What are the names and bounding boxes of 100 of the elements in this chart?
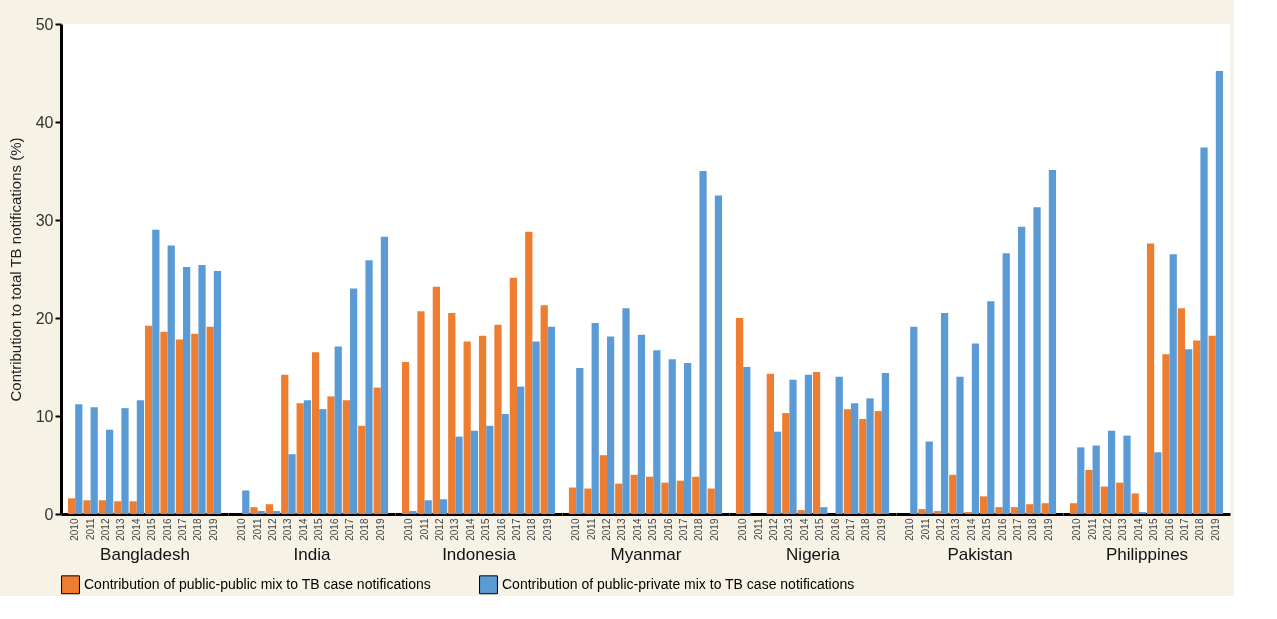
bar xyxy=(90,407,98,514)
x-tick-label: 2011 xyxy=(752,518,764,541)
bar xyxy=(265,504,273,514)
x-tick-label: 2011 xyxy=(585,518,597,541)
bar xyxy=(637,334,646,514)
x-tick-label: 2014 xyxy=(965,518,977,541)
bar xyxy=(547,326,556,514)
bar xyxy=(766,373,774,514)
bar xyxy=(789,379,797,514)
bar xyxy=(874,411,882,514)
bar xyxy=(242,490,250,514)
bar xyxy=(213,270,222,514)
bar xyxy=(1100,486,1108,514)
x-tick-label: 2013 xyxy=(282,518,294,541)
x-tick-label: 2017 xyxy=(1012,518,1024,541)
bar xyxy=(606,336,615,514)
bar xyxy=(576,367,584,514)
bar xyxy=(676,480,685,514)
bar xyxy=(175,339,184,514)
bar xyxy=(365,260,373,514)
x-tick-label: 2010 xyxy=(1071,518,1083,541)
x-tick-label: 2017 xyxy=(511,518,523,541)
bar xyxy=(303,400,312,514)
bar xyxy=(144,325,153,514)
bar xyxy=(1018,226,1026,514)
bar xyxy=(1041,503,1049,514)
bar xyxy=(1085,469,1093,514)
x-tick-label: 2019 xyxy=(875,518,887,541)
bar xyxy=(812,371,821,514)
bar xyxy=(714,195,723,514)
x-tick-label: 2016 xyxy=(996,518,1008,541)
bar xyxy=(311,352,320,514)
bar xyxy=(1162,354,1170,514)
x-tick-label: 2012 xyxy=(600,518,612,541)
x-axis-title: Myanmar xyxy=(610,544,682,564)
bar xyxy=(1026,504,1034,514)
x-tick-label: 2019 xyxy=(708,518,720,541)
bar xyxy=(417,311,425,514)
bar xyxy=(881,372,890,514)
bar xyxy=(105,429,114,514)
bar xyxy=(699,171,707,514)
bar xyxy=(933,511,941,514)
x-tick-label: 2013 xyxy=(616,518,628,541)
bar xyxy=(1215,71,1224,514)
bar xyxy=(540,305,548,514)
bar xyxy=(1123,435,1131,514)
x-axis-title: Pakistan xyxy=(947,544,1013,564)
bar xyxy=(486,425,494,514)
bar xyxy=(843,409,852,514)
bar xyxy=(622,308,630,514)
x-tick-label: 2012 xyxy=(767,518,779,541)
bar xyxy=(129,501,137,514)
bar xyxy=(1169,254,1177,514)
bar xyxy=(1193,340,1201,514)
x-tick-label: 2012 xyxy=(934,518,946,541)
x-tick-label: 2018 xyxy=(1027,518,1039,541)
x-tick-label: 2019 xyxy=(541,518,553,541)
x-axis-title: Nigeria xyxy=(786,544,841,564)
y-tick-label: 0 xyxy=(44,505,54,523)
bar xyxy=(206,326,214,514)
bar xyxy=(1116,482,1124,514)
x-tick-label: 2017 xyxy=(177,518,189,541)
bar xyxy=(692,476,700,514)
bar xyxy=(630,474,638,514)
x-tick-label: 2010 xyxy=(904,518,916,541)
bar xyxy=(910,326,918,514)
bar xyxy=(1002,253,1010,514)
bar xyxy=(114,501,122,514)
x-tick-label: 2017 xyxy=(678,518,690,541)
legend-label: Contribution of public-public mix to TB case notifications xyxy=(84,575,431,592)
y-tick-label: 50 xyxy=(35,15,54,33)
x-tick-label: 2017 xyxy=(845,518,857,541)
x-tick-label: 2019 xyxy=(1042,518,1054,541)
bar xyxy=(525,231,533,514)
bar xyxy=(478,335,487,514)
bar xyxy=(925,441,933,514)
bar xyxy=(773,431,782,514)
bar xyxy=(152,229,160,514)
x-tick-label: 2010 xyxy=(236,518,248,541)
x-tick-label: 2017 xyxy=(344,518,356,541)
bar xyxy=(350,288,358,514)
bar xyxy=(448,313,456,514)
x-tick-label: 2014 xyxy=(631,518,643,541)
bar xyxy=(191,333,199,514)
bar xyxy=(599,455,607,514)
bar xyxy=(859,418,867,514)
x-tick-label: 2016 xyxy=(662,518,674,541)
x-tick-label: 2013 xyxy=(115,518,127,541)
bar xyxy=(121,408,129,514)
bar xyxy=(67,498,76,514)
x-tick-label: 2014 xyxy=(297,518,309,541)
x-tick-label: 2019 xyxy=(207,518,219,541)
bar xyxy=(1177,308,1186,514)
bar xyxy=(501,414,509,514)
x-tick-label: 2017 xyxy=(1179,518,1191,541)
bar xyxy=(272,511,281,514)
x-axis-title: Indonesia xyxy=(442,544,517,564)
bar xyxy=(424,500,432,514)
bar xyxy=(851,403,859,514)
bar xyxy=(358,425,366,514)
